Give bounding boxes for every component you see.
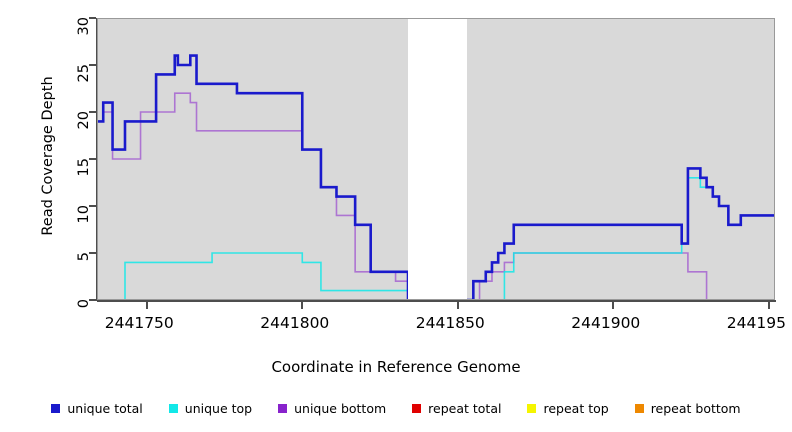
x-tick-label: 244195 [726,314,786,332]
x-tick-label: 2441800 [260,314,330,332]
x-tick-label: 2441750 [104,314,174,332]
y-tick-label: 10 [76,205,92,224]
legend-item-unique-bottom[interactable]: unique bottom [278,401,386,416]
legend-swatch-icon [527,403,537,413]
y-tick-mark [89,17,96,19]
legend-item-repeat-bottom[interactable]: repeat bottom [634,400,741,416]
legend-swatch-icon [412,403,422,413]
y-tick-mark [89,64,96,66]
legend-item-repeat-top[interactable]: repeat top [527,400,609,416]
x-axis-line [97,300,776,302]
x-tick-mark [145,301,148,309]
legend-label: unique top [184,400,253,416]
coverage-gap-region [408,18,468,300]
legend-swatch-icon [634,403,644,413]
legend-label: repeat bottom [650,400,741,416]
legend-label: unique bottom [294,400,387,416]
y-tick-mark [89,158,96,160]
y-tick-label: 0 [76,299,92,309]
y-tick-label: 15 [76,158,92,177]
legend-swatch-icon [278,403,288,413]
legend-label: repeat top [543,400,609,416]
y-tick-label: 20 [76,111,92,130]
series-line-unique-total [97,54,775,300]
legend-swatch-icon [168,403,178,413]
y-tick-label: 5 [76,252,92,262]
legend-item-unique-top[interactable]: unique top [168,400,253,416]
x-axis-title: Coordinate in Reference Genome [271,358,521,376]
x-tick-mark [301,301,304,309]
y-axis-title: Read Coverage Depth [40,76,56,236]
y-tick-label: 30 [76,17,92,36]
y-tick-mark [89,299,96,301]
legend-item-unique-total[interactable]: unique total [51,400,143,416]
x-tick-mark [456,301,459,309]
x-tick-mark [767,301,770,309]
x-tick-label: 2441850 [415,314,485,332]
y-tick-mark [89,205,96,207]
legend: unique total unique top unique bottom repea… [0,398,792,418]
legend-swatch-icon [51,403,61,413]
y-tick-label: 25 [76,64,92,83]
series-line-unique-bottom [97,92,775,300]
x-tick-label: 2441900 [571,314,641,332]
legend-label: unique total [67,400,143,416]
legend-label: repeat total [428,400,502,416]
y-tick-mark [89,111,96,113]
plot-area [97,18,775,300]
y-axis-line [96,18,98,301]
x-tick-mark [612,301,615,309]
legend-item-repeat-total[interactable]: repeat total [412,401,501,416]
series-lines [97,54,775,300]
y-tick-mark [89,252,96,254]
